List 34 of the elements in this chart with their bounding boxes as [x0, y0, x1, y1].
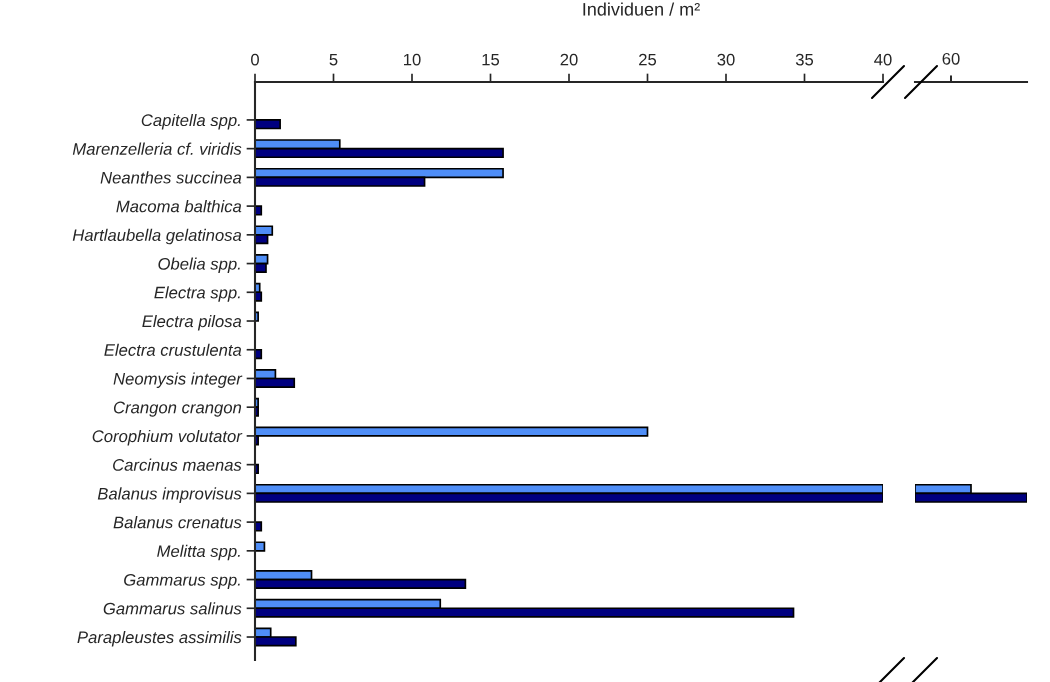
y-tick-label: Neomysis integer — [113, 372, 243, 388]
y-tick-label: Electra spp. — [154, 286, 240, 302]
bar — [255, 205, 263, 216]
y-tick-label: Parapleustes assimilis — [77, 630, 242, 647]
y-tick-label: Carcinus maenas — [113, 458, 242, 471]
y-tick-label: Macoma balthica — [116, 200, 242, 213]
y-tick-label: Melitta spp. — [157, 544, 240, 561]
y-tick-label: Obelia spp. — [158, 257, 240, 274]
x-tick-label: 15 — [482, 53, 500, 66]
y-tick-label: Capitella spp. — [141, 113, 240, 130]
x-tick-label: 5 — [329, 53, 338, 66]
x-tick-label: 20 — [560, 53, 578, 66]
y-tick-label: Crangon crangon — [113, 401, 242, 417]
y-tick-label: Gammarus salinus — [103, 602, 242, 615]
y-tick-label: Electra pilosa — [142, 314, 242, 331]
y-tick-label: Marenzelleria cf. viridis — [72, 142, 242, 155]
y-tick-label: Corophium volutator — [92, 429, 243, 446]
x-tick-label: 25 — [639, 53, 657, 66]
x-axis-title: Individuen / m² — [583, 2, 700, 16]
x-tick-label: 40 — [874, 53, 892, 66]
y-tick-label: Balanus improvisus — [97, 487, 242, 503]
y-tick-label: Electra crustulenta — [104, 343, 242, 356]
y-tick-label: Gammarus spp. — [124, 573, 240, 590]
x-tick-label: 30 — [717, 53, 735, 66]
y-tick-label: Balanus crenatus — [113, 516, 242, 529]
x-tick-label: 0 — [251, 53, 259, 66]
text: 60 — [942, 52, 960, 65]
bar — [255, 541, 266, 552]
bar — [255, 119, 281, 130]
y-tick-label: Hartlaubella gelatinosa — [72, 228, 242, 245]
bar — [255, 521, 263, 532]
y-tick-label: Neanthes succinea — [100, 171, 242, 184]
x-tick-label: 35 — [795, 53, 814, 66]
x-tick-label: 10 — [404, 53, 421, 66]
